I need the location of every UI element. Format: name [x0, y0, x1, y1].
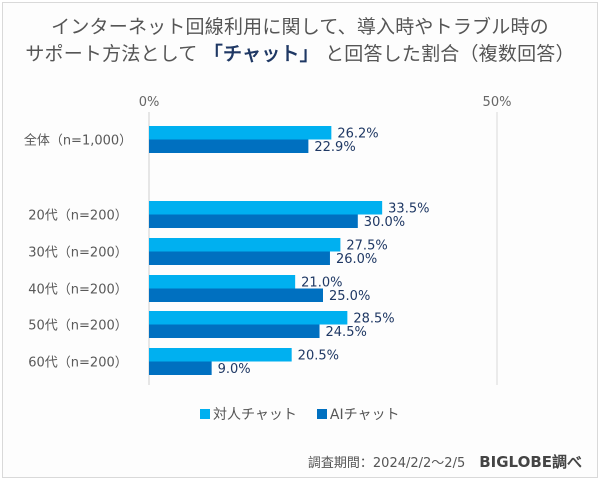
bar-ai-chat	[149, 288, 323, 302]
source-credit: BIGLOBE調べ	[479, 453, 582, 471]
data-label: 25.0%	[329, 289, 370, 304]
bar-ai-chat	[149, 214, 358, 228]
title-highlight: 「チャット」	[203, 43, 319, 65]
title-part-b: と回答した割合（複数回答）	[325, 43, 575, 65]
x-tick-label: 0%	[139, 95, 160, 110]
bar-ai-chat	[149, 361, 212, 375]
legend-label-human-chat: 対人チャット	[213, 407, 297, 423]
bar-ai-chat	[149, 139, 309, 153]
legend-swatch-human-chat	[200, 409, 210, 419]
chart-title: インターネット回線利用に関して、導入時やトラブル時の サポート方法として 「チャ…	[0, 14, 600, 68]
footer: 調査期間：2024/2/2～2/5 BIGLOBE調べ	[308, 451, 582, 472]
bar-human-chat	[149, 275, 296, 289]
data-label: 26.2%	[337, 127, 378, 142]
data-label: 27.5%	[346, 239, 387, 254]
survey-period: 調査期間：2024/2/2～2/5	[307, 456, 466, 471]
data-label: 21.0%	[301, 276, 342, 291]
category-label: 60代（n=200）	[28, 356, 128, 371]
bar-human-chat	[149, 238, 341, 252]
title-part-a: サポート方法として	[25, 43, 198, 65]
category-label: 20代（n=200）	[28, 209, 128, 224]
bar-human-chat	[149, 348, 292, 362]
legend-item-human-chat: 対人チャット	[200, 404, 297, 424]
title-line-1: インターネット回線利用に関して、導入時やトラブル時の	[51, 16, 549, 38]
bar-human-chat	[149, 201, 383, 215]
legend-item-ai-chat: AIチャット	[316, 404, 400, 424]
title-line-2: サポート方法として 「チャット」 と回答した割合（複数回答）	[0, 41, 600, 68]
data-label: 20.5%	[298, 349, 339, 364]
x-tick-label: 50%	[483, 95, 512, 110]
category-label: 30代（n=200）	[28, 246, 128, 261]
category-label: 40代（n=200）	[28, 283, 128, 298]
data-label: 33.5%	[388, 202, 429, 217]
data-label: 28.5%	[353, 312, 394, 327]
category-label: 50代（n=200）	[28, 319, 128, 334]
data-label: 30.0%	[364, 215, 405, 230]
data-label: 26.0%	[336, 252, 377, 267]
bar-human-chat	[149, 311, 348, 325]
data-label: 24.5%	[326, 325, 367, 340]
bar-human-chat	[149, 126, 332, 140]
legend-swatch-ai-chat	[316, 409, 327, 419]
legend: 対人チャット AIチャット	[200, 404, 399, 424]
category-label: 全体（n=1,000）	[24, 133, 132, 149]
data-label: 9.0%	[218, 362, 251, 377]
data-label: 22.9%	[314, 140, 355, 155]
bar-ai-chat	[149, 324, 320, 338]
legend-label-ai-chat: AIチャット	[329, 407, 400, 423]
bar-ai-chat	[149, 251, 330, 265]
